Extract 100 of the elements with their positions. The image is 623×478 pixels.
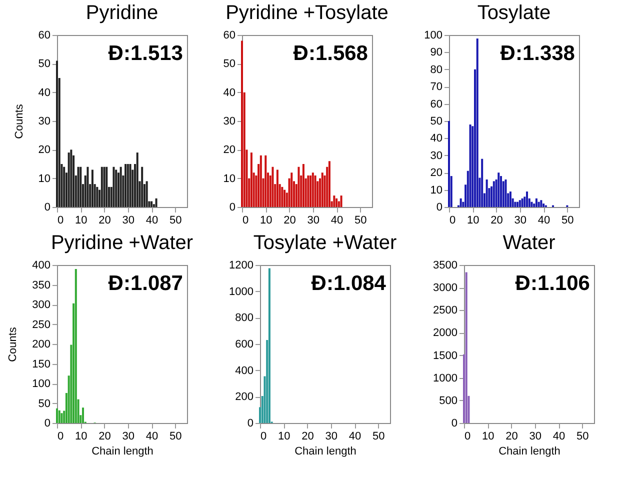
y-tick-label: 50	[38, 58, 50, 70]
bar	[498, 172, 500, 207]
x-tick-label: 20	[506, 430, 518, 442]
bar	[268, 268, 270, 423]
bar	[307, 175, 310, 207]
x-axis-title: Chain length	[294, 446, 356, 458]
x-tick-label: 30	[529, 430, 542, 442]
bar	[146, 181, 148, 207]
x-axis-title: Chain length	[498, 446, 560, 458]
y-tick-label: 0	[436, 202, 442, 214]
bar	[526, 192, 528, 207]
x-tick-label: 10	[482, 430, 494, 442]
chart-title: Pyridine +Water	[50, 232, 194, 254]
y-tick-label: 200	[32, 338, 50, 350]
chart-title: Water	[502, 232, 556, 254]
bar	[314, 175, 316, 207]
y-tick-label: 20	[223, 144, 236, 156]
bar	[276, 170, 278, 207]
x-tick-label: 20	[284, 214, 296, 226]
y-tick-label: 40	[38, 86, 50, 99]
y-tick-label: 200	[235, 391, 254, 404]
bar	[70, 150, 72, 207]
y-tick-label: 30	[223, 116, 236, 128]
y-tick-label: 1200	[229, 260, 254, 272]
y-tick-label: 800	[235, 312, 254, 324]
bar	[535, 198, 538, 207]
bar	[63, 166, 66, 207]
annotation: Đ:1.084	[311, 272, 386, 295]
bar	[260, 155, 262, 207]
annotation: Đ:1.568	[293, 42, 368, 65]
bar	[336, 198, 338, 207]
x-tick-label: 40	[330, 214, 344, 226]
x-tick-label: 30	[325, 430, 338, 442]
x-tick-label: 40	[552, 430, 566, 442]
y-tick-label: 10	[430, 184, 442, 196]
bar	[448, 121, 450, 207]
bar	[126, 164, 129, 207]
bar	[100, 166, 103, 207]
bar	[264, 155, 267, 207]
y-tick-label: 100	[424, 30, 442, 42]
bar	[112, 166, 115, 207]
y-tick-label: 60	[430, 98, 442, 110]
bar	[68, 152, 70, 207]
bar	[302, 164, 304, 207]
bar	[521, 198, 524, 207]
y-tick-label: 60	[223, 30, 236, 42]
bar	[460, 198, 462, 207]
bar	[250, 152, 252, 207]
y-tick-label: 1500	[433, 350, 458, 362]
x-tick-label: 0	[58, 214, 64, 226]
chart-title: Tosylate	[477, 2, 551, 24]
annotation: Đ:1.338	[500, 42, 576, 65]
bar	[77, 166, 80, 207]
y-tick-label: 50	[223, 58, 236, 70]
x-tick-label: 20	[98, 430, 111, 442]
y-tick-label: 20	[430, 167, 442, 180]
bar	[486, 179, 488, 207]
x-tick-label: 30	[122, 430, 135, 442]
bar	[321, 172, 324, 207]
bar	[141, 166, 144, 207]
chart-title: Pyridine +Tosylate	[226, 2, 388, 24]
x-tick-label: 0	[464, 430, 471, 442]
x-tick-label: 50	[372, 430, 385, 442]
x-tick-label: 10	[260, 214, 272, 226]
x-tick-label: 10	[278, 430, 290, 442]
x-tick-label: 40	[146, 214, 158, 226]
bar	[538, 202, 540, 207]
x-tick-label: 20	[302, 430, 314, 442]
y-tick-label: 60	[38, 30, 50, 42]
x-tick-label: 0	[260, 430, 267, 442]
y-tick-label: 1000	[229, 286, 254, 298]
x-tick-label: 20	[98, 214, 111, 226]
bar	[504, 179, 507, 207]
y-tick-label: 1000	[433, 372, 458, 384]
bar	[106, 166, 108, 207]
bar	[298, 166, 300, 207]
y-tick-label: 70	[430, 81, 442, 94]
x-tick-label: 30	[122, 214, 135, 226]
x-tick-label: 50	[562, 214, 574, 226]
bar	[465, 272, 468, 423]
x-tick-label: 40	[538, 214, 550, 226]
bar	[290, 172, 293, 207]
y-axis-title: Counts	[13, 104, 26, 139]
x-tick-label: 10	[75, 430, 88, 442]
y-tick-label: 30	[430, 150, 442, 162]
bar	[60, 413, 63, 423]
y-tick-label: 3500	[433, 260, 458, 272]
x-tick-label: 20	[490, 214, 503, 226]
bar	[80, 166, 82, 207]
y-tick-label: 40	[430, 132, 442, 145]
bar	[120, 166, 122, 207]
y-tick-label: 400	[235, 364, 254, 377]
annotation: Đ:1.513	[108, 42, 183, 65]
x-tick-label: 10	[467, 214, 480, 226]
x-tick-label: 10	[75, 214, 88, 226]
y-tick-label: 0	[229, 202, 236, 214]
bar	[136, 152, 138, 207]
bar	[124, 164, 127, 207]
y-tick-label: 0	[451, 418, 458, 430]
x-tick-label: 50	[576, 430, 589, 442]
